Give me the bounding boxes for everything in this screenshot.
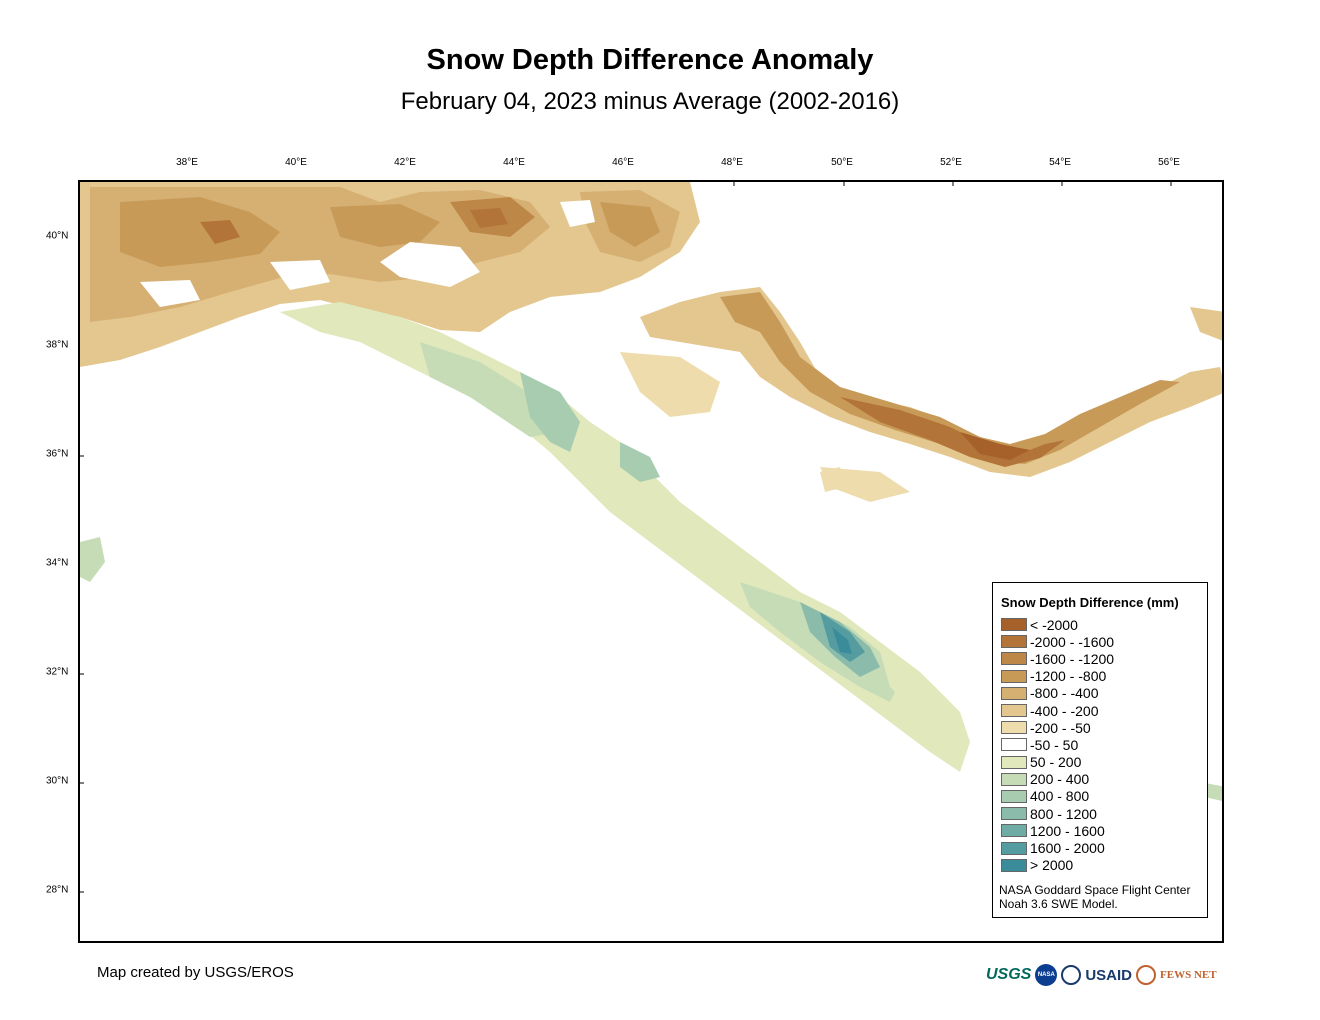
legend-label: -400 - -200: [1030, 702, 1099, 719]
legend-label: -50 - 50: [1030, 736, 1079, 753]
legend-item: -400 - -200: [1001, 702, 1114, 719]
map-subtitle: February 04, 2023 minus Average (2002-20…: [400, 88, 900, 115]
legend-label: -800 - -400: [1030, 685, 1099, 702]
legend-label: 1600 - 2000: [1030, 840, 1105, 857]
legend-label: -1600 - -1200: [1030, 650, 1115, 667]
legend-swatch: [1001, 669, 1027, 683]
legend-label: 400 - 800: [1030, 788, 1090, 805]
legend-swatch: [1001, 635, 1027, 649]
lon-label: 56°E: [1158, 157, 1180, 168]
legend-item: 1600 - 2000: [1001, 839, 1114, 856]
lat-label: 32°N: [46, 666, 69, 678]
legend-label: 1200 - 1600: [1030, 822, 1105, 839]
lat-label: 38°N: [46, 339, 69, 351]
map-credit: Map created by USGS/EROS: [97, 964, 294, 981]
lon-label: 54°E: [1049, 157, 1071, 168]
legend-items: < -2000 -2000 - -1600 -1600 - -1200 -120…: [1001, 616, 1114, 874]
legend-swatch: [1001, 858, 1027, 872]
lat-label: 30°N: [46, 775, 69, 787]
lat-label: 40°N: [46, 230, 69, 242]
legend-swatch: [1001, 652, 1027, 666]
legend-label: 50 - 200: [1030, 754, 1082, 771]
legend-item: -200 - -50: [1001, 719, 1114, 736]
legend-swatch: [1001, 721, 1027, 735]
legend-item: -1600 - -1200: [1001, 650, 1114, 667]
legend-label: -200 - -50: [1030, 719, 1091, 736]
lon-label: 48°E: [721, 157, 743, 168]
legend-item: 400 - 800: [1001, 788, 1114, 805]
lat-label: 28°N: [46, 884, 69, 896]
nasa-logo: NASA: [1035, 964, 1058, 986]
usaid-seal-icon: [1061, 965, 1082, 985]
legend-label: -2000 - -1600: [1030, 633, 1115, 650]
legend-title: Snow Depth Difference (mm): [1001, 595, 1179, 610]
legend-item: 50 - 200: [1001, 754, 1114, 771]
negative-anomaly-alborz: [620, 287, 1222, 502]
legend-label: > 2000: [1030, 857, 1074, 874]
legend-swatch: [1001, 772, 1027, 786]
lat-label: 34°N: [46, 557, 69, 569]
legend-source: NASA Goddard Space Flight Center Noah 3.…: [999, 883, 1190, 911]
legend-swatch: [1001, 841, 1027, 855]
legend-swatch: [1001, 686, 1027, 700]
legend-swatch: [1001, 789, 1027, 803]
legend-item: -800 - -400: [1001, 685, 1114, 702]
legend-item: < -2000: [1001, 616, 1114, 633]
snow-anomaly-map: [80, 182, 1222, 893]
lon-label: 44°E: [503, 157, 525, 168]
positive-anomaly-zagros: [80, 302, 1222, 802]
legend-item: -2000 - -1600: [1001, 633, 1114, 650]
fewsnet-logo: FEWS NET: [1160, 969, 1217, 981]
negative-anomaly-north: [80, 182, 700, 367]
legend-label: -1200 - -800: [1030, 668, 1107, 685]
lon-label: 52°E: [940, 157, 962, 168]
legend-label: 800 - 1200: [1030, 805, 1097, 822]
legend-swatch: [1001, 738, 1027, 752]
lat-label: 36°N: [46, 448, 69, 460]
source-line: Noah 3.6 SWE Model.: [999, 897, 1118, 911]
legend-swatch: [1001, 704, 1027, 718]
map-title: Snow Depth Difference Anomaly: [426, 44, 874, 76]
agency-logos: USGS NASA USAID FEWS NET: [986, 962, 1217, 988]
legend-item: > 2000: [1001, 857, 1114, 874]
fewsnet-globe-icon: [1136, 965, 1157, 985]
legend-swatch: [1001, 807, 1027, 821]
legend-item: 200 - 400: [1001, 771, 1114, 788]
map-frame: [78, 180, 1224, 943]
legend-label: < -2000: [1030, 616, 1078, 633]
lon-label: 38°E: [176, 157, 198, 168]
usaid-logo: USAID: [1085, 966, 1133, 984]
legend-item: 800 - 1200: [1001, 805, 1114, 822]
legend: Snow Depth Difference (mm) < -2000 -2000…: [992, 582, 1208, 918]
source-line: NASA Goddard Space Flight Center: [999, 883, 1191, 897]
legend-swatch: [1001, 824, 1027, 838]
lon-label: 42°E: [394, 157, 416, 168]
legend-swatch: [1001, 755, 1027, 769]
lon-label: 40°E: [285, 157, 307, 168]
lon-label: 50°E: [831, 157, 853, 168]
legend-item: -1200 - -800: [1001, 668, 1114, 685]
legend-label: 200 - 400: [1030, 771, 1090, 788]
legend-item: 1200 - 1600: [1001, 822, 1114, 839]
legend-item: -50 - 50: [1001, 736, 1114, 753]
lon-label: 46°E: [612, 157, 634, 168]
legend-swatch: [1001, 618, 1027, 632]
usgs-logo: USGS: [986, 966, 1032, 983]
